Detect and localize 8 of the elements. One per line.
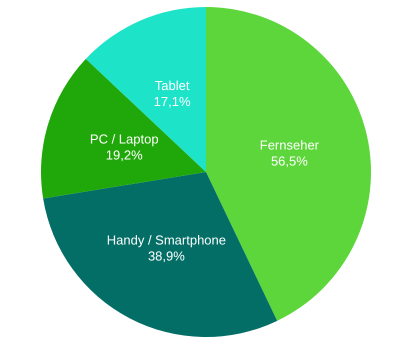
data-label: 56,5% bbox=[270, 154, 308, 169]
data-label: 17,1% bbox=[154, 94, 191, 110]
slice-label: Fernseher bbox=[260, 138, 320, 153]
data-label: 19,2% bbox=[106, 147, 144, 162]
data-label: 38,9% bbox=[148, 248, 186, 264]
slice-label: Handy / Smartphone bbox=[106, 232, 226, 248]
slice-label: Tablet bbox=[154, 78, 190, 94]
slice-label: PC / Laptop bbox=[90, 131, 159, 146]
